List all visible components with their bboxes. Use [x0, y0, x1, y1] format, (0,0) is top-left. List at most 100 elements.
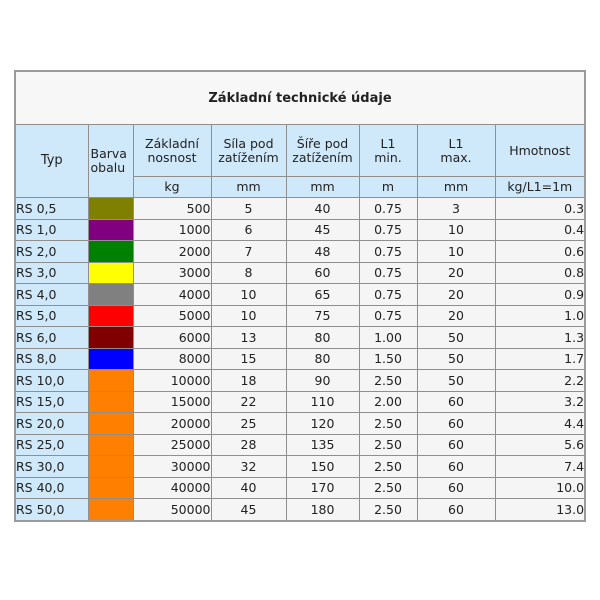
header-barva-label: Barva obalu	[90, 146, 127, 175]
color-swatch	[88, 391, 133, 412]
table-row: RS 8,0 8000 15 80 1.50 50 1.7	[14, 347, 586, 370]
cell-barva	[87, 347, 134, 370]
cell-barva	[87, 218, 134, 241]
cell-l1min: 2.50	[358, 369, 418, 392]
cell-l1max: 60	[416, 412, 496, 435]
table-title: Základní technické údaje	[14, 70, 586, 125]
cell-l1max: 20	[416, 261, 496, 284]
cell-l1max: 10	[416, 240, 496, 263]
cell-nosnost: 3000	[132, 261, 212, 284]
cell-nosnost: 25000	[132, 433, 212, 456]
cell-barva	[87, 261, 134, 284]
cell-sire: 90	[285, 369, 360, 392]
cell-l1max: 60	[416, 433, 496, 456]
cell-nosnost: 20000	[132, 412, 212, 435]
cell-typ: RS 2,0	[14, 240, 89, 263]
cell-l1min: 2.50	[358, 476, 418, 499]
cell-typ: RS 10,0	[14, 369, 89, 392]
table-row: RS 3,0 3000 8 60 0.75 20 0.8	[14, 261, 586, 284]
header-sila-label: Síla pod zatížením	[218, 135, 279, 165]
cell-sila: 10	[210, 304, 287, 327]
cell-l1min: 1.50	[358, 347, 418, 370]
header-l1max: L1 max.	[416, 124, 496, 177]
color-swatch	[88, 198, 133, 219]
cell-nosnost: 40000	[132, 476, 212, 499]
cell-barva	[87, 433, 134, 456]
cell-nosnost: 4000	[132, 283, 212, 306]
cell-sila: 5	[210, 197, 287, 220]
unit-hmotnost: kg/L1=1m	[494, 176, 586, 198]
cell-sila: 22	[210, 390, 287, 413]
cell-sila: 8	[210, 261, 287, 284]
cell-hmotnost: 1.7	[494, 347, 586, 370]
cell-l1max: 10	[416, 218, 496, 241]
cell-sila: 15	[210, 347, 287, 370]
table-row: RS 40,0 40000 40 170 2.50 60 10.0	[14, 476, 586, 499]
table-row: RS 50,0 50000 45 180 2.50 60 13.0	[14, 498, 586, 521]
cell-hmotnost: 4.4	[494, 412, 586, 435]
cell-hmotnost: 0.3	[494, 197, 586, 220]
header-sire-label: Šíře pod zatížením	[292, 135, 353, 165]
cell-typ: RS 30,0	[14, 455, 89, 478]
header-typ: Typ	[14, 124, 89, 198]
cell-hmotnost: 10.0	[494, 476, 586, 499]
cell-sire: 48	[285, 240, 360, 263]
table-row: RS 4,0 4000 10 65 0.75 20 0.9	[14, 283, 586, 306]
cell-l1min: 2.50	[358, 455, 418, 478]
cell-nosnost: 2000	[132, 240, 212, 263]
cell-barva	[87, 455, 134, 478]
table-row: RS 5,0 5000 10 75 0.75 20 1.0	[14, 304, 586, 327]
color-swatch	[88, 284, 133, 305]
cell-l1min: 0.75	[358, 261, 418, 284]
cell-typ: RS 40,0	[14, 476, 89, 499]
cell-sila: 13	[210, 326, 287, 349]
table-row: RS 25,0 25000 28 135 2.50 60 5.6	[14, 433, 586, 456]
cell-nosnost: 1000	[132, 218, 212, 241]
unit-l1max: mm	[416, 176, 496, 198]
cell-l1min: 0.75	[358, 218, 418, 241]
header-barva: Barva obalu	[87, 124, 134, 198]
cell-hmotnost: 0.9	[494, 283, 586, 306]
cell-barva	[87, 326, 134, 349]
cell-sire: 40	[285, 197, 360, 220]
cell-sire: 60	[285, 261, 360, 284]
color-swatch	[88, 327, 133, 348]
header-nosnost-label: Základní nosnost	[145, 135, 199, 165]
cell-typ: RS 8,0	[14, 347, 89, 370]
cell-sire: 120	[285, 412, 360, 435]
cell-sila: 25	[210, 412, 287, 435]
cell-l1min: 1.00	[358, 326, 418, 349]
cell-typ: RS 6,0	[14, 326, 89, 349]
cell-sire: 75	[285, 304, 360, 327]
header-hmotnost: Hmotnost	[494, 124, 586, 177]
table-row: RS 6,0 6000 13 80 1.00 50 1.3	[14, 326, 586, 349]
cell-l1max: 60	[416, 455, 496, 478]
cell-sire: 45	[285, 218, 360, 241]
cell-barva	[87, 369, 134, 392]
cell-l1max: 50	[416, 347, 496, 370]
table-row: RS 15,0 15000 22 110 2.00 60 3.2	[14, 390, 586, 413]
cell-l1min: 0.75	[358, 240, 418, 263]
cell-sila: 32	[210, 455, 287, 478]
cell-l1min: 2.50	[358, 412, 418, 435]
cell-barva	[87, 412, 134, 435]
cell-sila: 45	[210, 498, 287, 521]
cell-typ: RS 5,0	[14, 304, 89, 327]
cell-hmotnost: 2.2	[494, 369, 586, 392]
header-sila: Síla pod zatížením	[210, 124, 287, 177]
cell-hmotnost: 1.3	[494, 326, 586, 349]
color-swatch	[88, 348, 133, 369]
color-swatch	[88, 499, 133, 520]
header-l1min-label: L1 min.	[374, 135, 402, 165]
cell-sire: 80	[285, 326, 360, 349]
table-row: RS 0,5 500 5 40 0.75 3 0.3	[14, 197, 586, 220]
cell-nosnost: 15000	[132, 390, 212, 413]
technical-data-table: Základní technické údaje Typ Barva obalu…	[14, 70, 587, 522]
cell-l1min: 0.75	[358, 197, 418, 220]
cell-sila: 7	[210, 240, 287, 263]
cell-nosnost: 500	[132, 197, 212, 220]
cell-sire: 150	[285, 455, 360, 478]
cell-nosnost: 30000	[132, 455, 212, 478]
cell-barva	[87, 498, 134, 521]
cell-sila: 10	[210, 283, 287, 306]
